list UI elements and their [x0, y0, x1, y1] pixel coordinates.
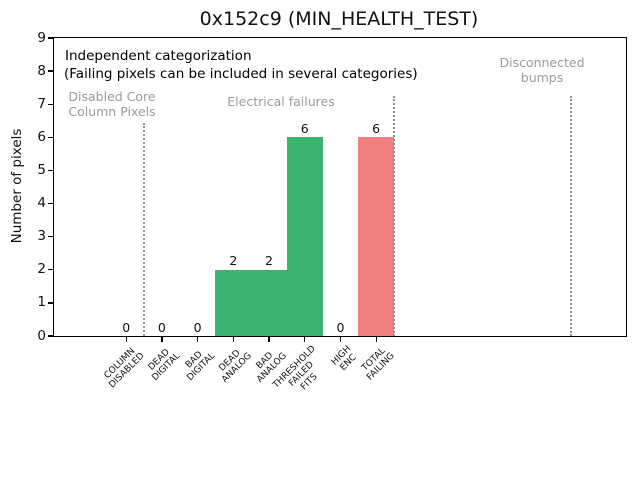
- bar-value-label: 0: [122, 319, 131, 335]
- bar-value-label: 2: [229, 253, 238, 269]
- x-tick-mark: [268, 337, 270, 342]
- bar-bad-analog: [251, 269, 287, 336]
- x-tick-label: TOTAL FAILING: [359, 346, 397, 383]
- y-tick-mark: [48, 37, 53, 39]
- y-tick-label: 1: [37, 294, 46, 311]
- chart-title: 0x152c9 (MIN_HEALTH_TEST): [199, 8, 479, 30]
- bar-value-label: 0: [157, 319, 166, 335]
- x-tick-label: HIGH ENC: [330, 344, 360, 374]
- y-tick-mark: [48, 70, 53, 72]
- separator-disabled-core-columns: [143, 123, 146, 336]
- y-tick-label: 8: [37, 62, 46, 79]
- y-tick-mark: [48, 335, 53, 337]
- x-tick-label: BAD DIGITAL: [184, 349, 218, 384]
- x-tick-label: DEAD ANALOG: [216, 348, 254, 386]
- y-tick-mark: [48, 169, 53, 172]
- x-tick-label: DEAD DIGITAL: [146, 347, 183, 384]
- x-tick-mark: [375, 337, 377, 342]
- y-tick-mark: [48, 302, 53, 304]
- y-tick-mark: [48, 269, 53, 271]
- multiple-categories-note: (Failing pixels can be included in sever…: [64, 66, 418, 82]
- separator-electrical-failures: [393, 96, 396, 336]
- y-tick-label: 9: [37, 29, 46, 46]
- y-tick-mark: [48, 136, 53, 138]
- x-tick-mark: [196, 337, 199, 342]
- y-tick-label: 0: [37, 327, 46, 344]
- y-axis-title: Number of pixels: [9, 128, 25, 244]
- y-tick-label: 7: [37, 95, 46, 112]
- plot-area: 0 1 2 3 4 5 6 7 8 9 0 COLUMN DISABLED 0 DEAD DIGITAL 0…: [37, 31, 627, 392]
- x-tick-label: COLUMN DISABLED: [102, 346, 147, 391]
- independent-categorization-note: Independent categorization: [65, 48, 252, 64]
- section-label-disconnected-bumps: Disconnected bumps: [499, 55, 585, 86]
- y-tick-label: 4: [37, 195, 46, 212]
- y-tick-mark: [48, 103, 53, 105]
- section-label-electrical-failures: Electrical failures: [227, 94, 335, 109]
- y-tick-label: 3: [37, 228, 46, 245]
- x-tick-mark: [304, 337, 306, 342]
- bar-dead-analog: [215, 269, 252, 336]
- bar-total-failing: [358, 137, 395, 336]
- y-tick-mark: [48, 202, 53, 205]
- y-tick-label: 2: [37, 261, 46, 278]
- separator-disconnected-bumps: [569, 96, 572, 336]
- x-tick-mark: [232, 337, 234, 342]
- bar-value-label: 2: [265, 253, 274, 269]
- x-tick-mark: [125, 337, 127, 342]
- section-label-disabled-core: Disabled Core Column Pixels: [68, 89, 156, 120]
- x-tick-mark: [161, 337, 163, 342]
- bar-value-label: 0: [336, 319, 345, 335]
- x-tick-mark: [339, 337, 342, 342]
- bar-value-label: 6: [300, 120, 309, 136]
- y-tick-label: 6: [37, 128, 46, 145]
- bar-threshold-failed-fits: [286, 137, 323, 336]
- y-tick-mark: [48, 236, 53, 238]
- bar-value-label: 0: [193, 319, 202, 335]
- bar-value-label: 6: [372, 120, 381, 136]
- y-tick-label: 5: [37, 161, 46, 178]
